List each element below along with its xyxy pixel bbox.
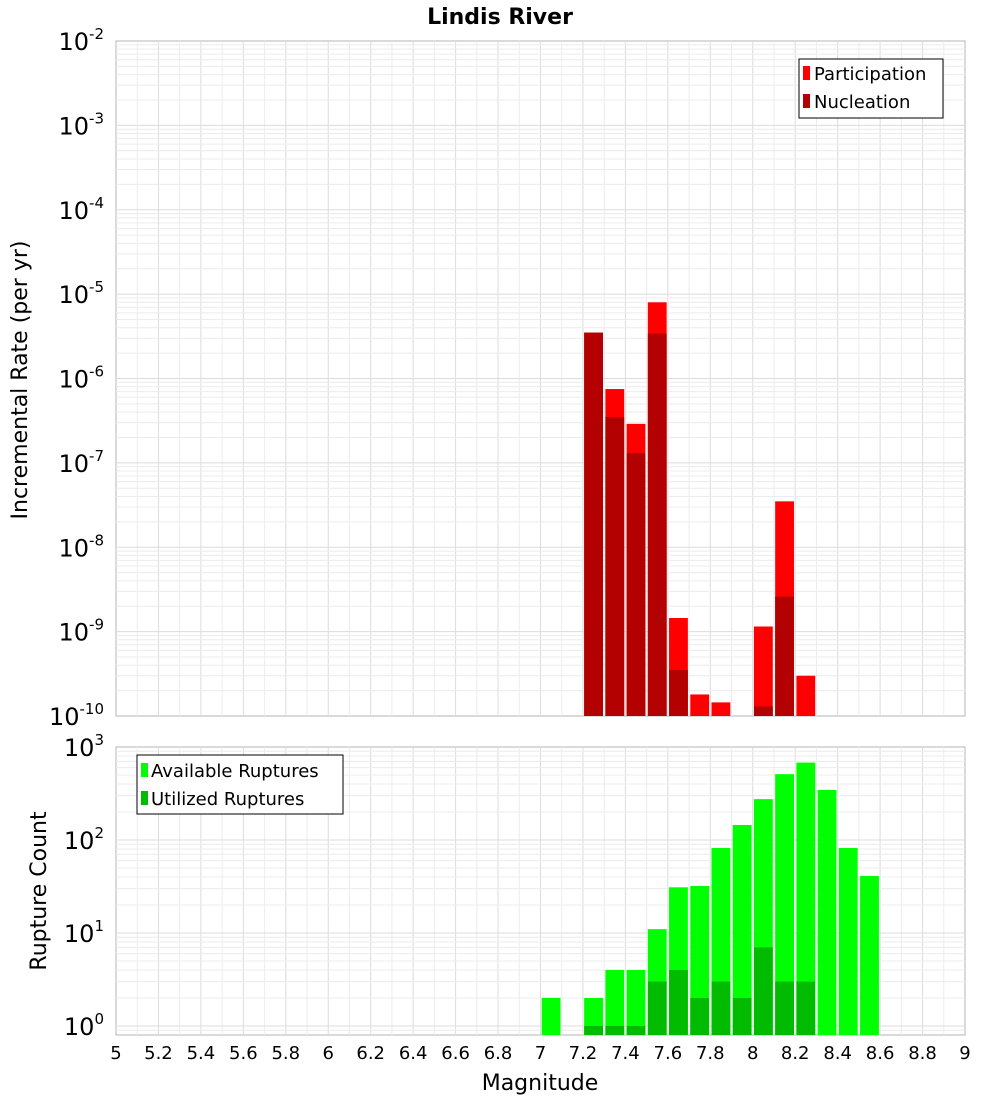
x-tick-label: 8.8 xyxy=(908,1043,937,1064)
top-y-tick-label: 10-2 xyxy=(58,25,104,56)
incremental-rate-plot: 10-10 10-9 10-8 10-7 10-6 10-5 10-4 10-3 10-2 In… xyxy=(8,25,966,731)
available-ruptures-bar xyxy=(817,789,837,1035)
nucleation-bar xyxy=(584,332,603,716)
x-tick-label: 6.4 xyxy=(399,1043,428,1064)
x-tick-label: 5.6 xyxy=(229,1043,258,1064)
x-tick-label: 8.2 xyxy=(781,1043,810,1064)
top-y-tick-label: 10-5 xyxy=(58,278,104,309)
top-y-tick-label: 10-3 xyxy=(58,109,104,140)
x-axis-label: Magnitude xyxy=(482,1071,599,1096)
available-ruptures-bar xyxy=(541,997,561,1035)
x-tick-label: 5.4 xyxy=(187,1043,216,1064)
top-legend-box xyxy=(798,58,944,119)
available-ruptures-bar xyxy=(732,824,752,1035)
utilized-ruptures-bar xyxy=(690,997,710,1035)
x-tick-label: 8 xyxy=(747,1043,758,1064)
participation-bar xyxy=(796,675,816,716)
available-ruptures-bar xyxy=(584,997,603,1035)
available-ruptures-legend-label: Available Ruptures xyxy=(151,761,319,782)
top-plot-grid xyxy=(116,41,965,716)
utilized-ruptures-legend-label: Utilized Ruptures xyxy=(151,789,304,810)
x-tick-label: 6.8 xyxy=(484,1043,513,1064)
x-tick-label: 9 xyxy=(959,1043,970,1064)
utilized-ruptures-bar xyxy=(669,970,688,1035)
utilized-ruptures-bar xyxy=(647,981,667,1035)
bottom-y-tick-label: 100 xyxy=(64,1010,104,1041)
participation-legend-label: Participation xyxy=(814,64,926,85)
x-tick-label: 8.6 xyxy=(866,1043,895,1064)
nucleation-bar xyxy=(626,453,646,716)
participation-bar xyxy=(690,694,710,716)
utilized-ruptures-bar xyxy=(711,981,731,1035)
top-y-tick-label: 10-10 xyxy=(49,700,104,731)
x-tick-label: 5.2 xyxy=(144,1043,173,1064)
participation-bar xyxy=(711,702,731,716)
top-y-tick-label: 10-8 xyxy=(58,531,104,562)
top-legend: Participation Nucleation xyxy=(798,58,944,119)
top-y-tick-label: 10-7 xyxy=(58,447,104,478)
nucleation-bar xyxy=(775,596,794,716)
utilized-ruptures-legend-swatch xyxy=(141,791,148,805)
bottom-legend-box xyxy=(136,754,344,815)
x-tick-label: 7.4 xyxy=(611,1043,640,1064)
top-y-tick-label: 10-4 xyxy=(58,194,104,225)
available-ruptures-bar xyxy=(690,886,710,1035)
available-ruptures-bar xyxy=(860,876,879,1035)
chart-title: Lindis River xyxy=(427,5,573,30)
top-y-tick-label: 10-9 xyxy=(58,616,104,647)
bottom-y-tick-label: 103 xyxy=(64,731,104,762)
nucleation-bar xyxy=(647,333,667,716)
x-tick-label: 7.8 xyxy=(696,1043,725,1064)
bottom-legend: Available Ruptures Utilized Ruptures xyxy=(136,754,344,815)
participation-legend-swatch xyxy=(803,66,810,80)
x-tick-label: 6 xyxy=(323,1043,334,1064)
top-plot-bars xyxy=(584,302,816,716)
bottom-y-axis-label: Rupture Count xyxy=(27,811,52,971)
utilized-ruptures-bar xyxy=(605,1025,625,1035)
nucleation-legend-label: Nucleation xyxy=(814,92,910,113)
x-tick-label: 7.2 xyxy=(569,1043,598,1064)
rupture-count-plot: 100 101 102 103 5 5.2 5.4 5.6 5.8 6 6.2 6.4 6.6 6.8 7… xyxy=(27,731,971,1096)
utilized-ruptures-bar xyxy=(732,997,752,1035)
nucleation-bar xyxy=(669,670,688,716)
top-y-tick-label: 10-6 xyxy=(58,363,104,394)
bottom-plot-bars xyxy=(541,762,879,1035)
x-tick-label: 7 xyxy=(535,1043,546,1064)
x-tick-label: 8.4 xyxy=(823,1043,852,1064)
available-ruptures-bar xyxy=(775,774,794,1035)
top-y-tick-labels: 10-10 10-9 10-8 10-7 10-6 10-5 10-4 10-3 10-2 xyxy=(49,25,104,731)
available-ruptures-bar xyxy=(605,970,625,1035)
available-ruptures-legend-swatch xyxy=(141,763,148,777)
x-tick-label: 5.8 xyxy=(271,1043,300,1064)
x-tick-label: 6.6 xyxy=(441,1043,470,1064)
nucleation-legend-swatch xyxy=(803,94,810,108)
x-tick-label: 7.6 xyxy=(654,1043,683,1064)
x-tick-label: 6.2 xyxy=(356,1043,385,1064)
participation-bar xyxy=(753,626,773,716)
nucleation-bar xyxy=(605,416,625,716)
bottom-y-tick-label: 101 xyxy=(64,917,104,948)
utilized-ruptures-bar xyxy=(584,1025,603,1035)
bottom-y-tick-labels: 100 101 102 103 xyxy=(64,731,104,1041)
bottom-y-tick-label: 102 xyxy=(64,824,104,855)
utilized-ruptures-bar xyxy=(753,947,773,1035)
utilized-ruptures-bar xyxy=(775,981,794,1035)
top-y-axis-label: Incremental Rate (per yr) xyxy=(8,241,33,520)
x-tick-label: 5 xyxy=(110,1043,121,1064)
available-ruptures-bar xyxy=(838,848,858,1035)
nucleation-bar xyxy=(753,706,773,716)
available-ruptures-bar xyxy=(626,970,646,1035)
x-tick-labels: 5 5.2 5.4 5.6 5.8 6 6.2 6.4 6.6 6.8 7 7.2 7.4 7.6 7.8 8… xyxy=(110,1043,970,1064)
utilized-ruptures-bar xyxy=(796,981,816,1035)
utilized-ruptures-bar xyxy=(626,1025,646,1035)
available-ruptures-bar xyxy=(796,762,816,1035)
